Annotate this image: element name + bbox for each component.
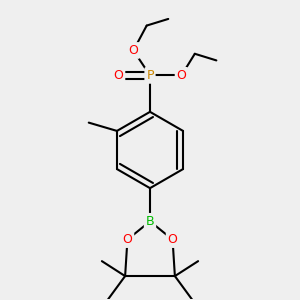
Text: O: O (113, 69, 123, 82)
Text: O: O (168, 233, 178, 246)
Text: O: O (177, 69, 187, 82)
Text: P: P (146, 69, 154, 82)
Text: B: B (146, 215, 154, 228)
Text: O: O (128, 44, 138, 57)
Text: O: O (122, 233, 132, 246)
